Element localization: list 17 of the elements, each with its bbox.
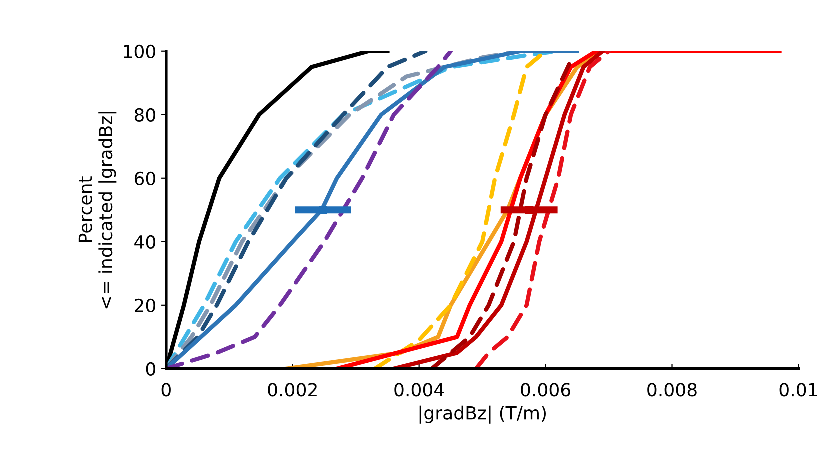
line-series (474, 51, 612, 369)
x-tick-label: 0.002 (268, 383, 317, 397)
line-series (335, 51, 782, 369)
line-series (392, 51, 605, 369)
x-tick-label: 0 (162, 383, 171, 397)
x-axis-title: |gradBz| (T/m) (420, 406, 546, 424)
y-tick-label: 40 (134, 235, 156, 250)
y-tick-label: 20 (135, 298, 156, 313)
y-tick-label: 100 (124, 44, 156, 58)
x-tick-label: 0.004 (394, 383, 444, 397)
y-tick-label: 0 (146, 362, 156, 376)
y-tick-label: 80 (134, 108, 156, 122)
y-tick-label: 60 (134, 172, 156, 186)
y-axis-title: Percent <= indicated |gradBz| (78, 112, 117, 309)
x-tick-label: 0.01 (780, 383, 818, 397)
x-tick-label: 0.008 (648, 383, 697, 397)
x-tick-label: 0.006 (521, 383, 570, 397)
